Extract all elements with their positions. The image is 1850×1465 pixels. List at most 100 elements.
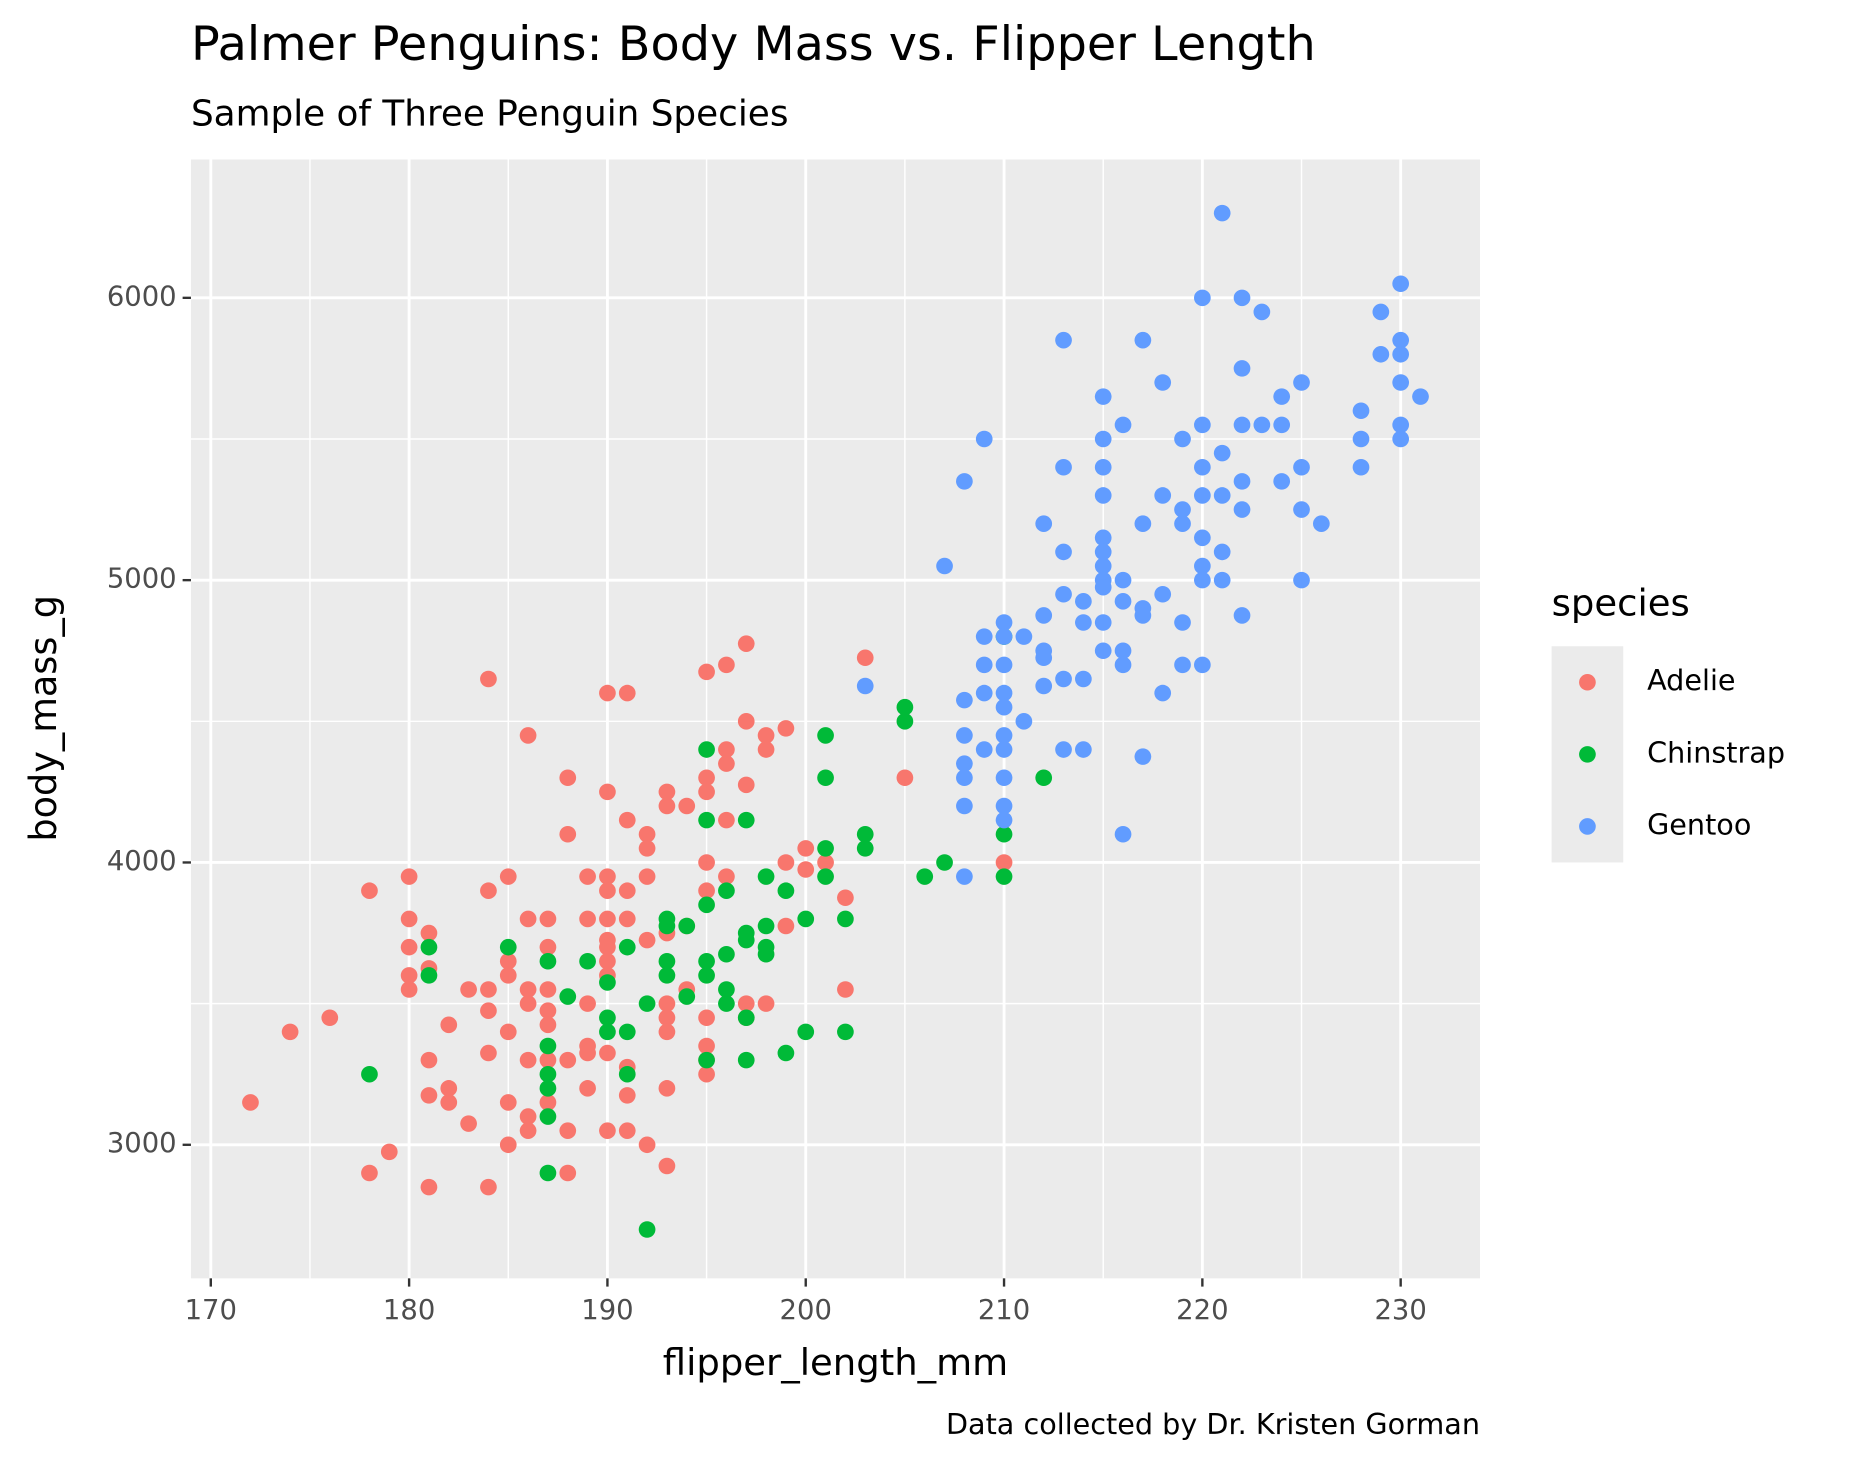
data-point bbox=[400, 967, 418, 984]
data-point bbox=[737, 931, 755, 949]
data-point bbox=[1392, 331, 1410, 349]
legend-label: Gentoo bbox=[1647, 809, 1751, 842]
data-point bbox=[1154, 684, 1172, 702]
data-point bbox=[658, 967, 676, 984]
data-point bbox=[281, 1023, 299, 1041]
caption: Data collected by Dr. Kristen Gorman bbox=[946, 1408, 1480, 1441]
data-point bbox=[1075, 614, 1092, 631]
data-point bbox=[777, 917, 795, 935]
data-point bbox=[539, 1037, 557, 1055]
data-point bbox=[757, 727, 775, 744]
data-point bbox=[995, 797, 1013, 815]
data-point bbox=[975, 741, 993, 758]
data-point bbox=[638, 1136, 656, 1154]
data-point bbox=[618, 882, 636, 899]
data-point bbox=[1293, 501, 1310, 518]
data-point bbox=[698, 769, 715, 787]
axes: 170 180 190 200 210 220 230 3000 4000 5000 6000 bbox=[107, 281, 1427, 1325]
points bbox=[242, 204, 1429, 1238]
data-point bbox=[559, 769, 577, 787]
data-point bbox=[1114, 571, 1132, 589]
data-point bbox=[499, 1094, 517, 1111]
data-point bbox=[618, 1065, 636, 1083]
data-point bbox=[1015, 713, 1033, 730]
data-point bbox=[837, 910, 854, 928]
data-point bbox=[698, 811, 715, 829]
data-point bbox=[1055, 741, 1072, 758]
data-point bbox=[1055, 585, 1072, 603]
data-point bbox=[1015, 628, 1033, 645]
data-point bbox=[658, 797, 676, 815]
data-point bbox=[618, 938, 636, 956]
data-point bbox=[539, 1094, 557, 1111]
data-point bbox=[638, 825, 656, 843]
legend-label: Chinstrap bbox=[1647, 736, 1785, 769]
data-point bbox=[1372, 346, 1390, 363]
data-point bbox=[737, 995, 755, 1012]
data-point bbox=[1392, 430, 1410, 448]
data-point bbox=[1094, 388, 1112, 405]
data-point bbox=[1114, 825, 1132, 843]
data-point bbox=[995, 656, 1013, 674]
data-point bbox=[1094, 487, 1112, 504]
data-point bbox=[1253, 416, 1271, 434]
data-point bbox=[499, 868, 517, 885]
data-point bbox=[1114, 642, 1132, 660]
data-point bbox=[936, 557, 953, 575]
data-point bbox=[539, 981, 557, 998]
data-point bbox=[1114, 593, 1132, 610]
data-point bbox=[499, 1023, 517, 1041]
data-point bbox=[539, 1016, 557, 1034]
data-point bbox=[1055, 331, 1072, 349]
data-point bbox=[777, 720, 795, 737]
data-point bbox=[440, 1016, 458, 1034]
data-point bbox=[638, 868, 656, 885]
data-point bbox=[1094, 430, 1112, 448]
data-point bbox=[856, 840, 874, 857]
data-point bbox=[480, 1044, 497, 1062]
data-point bbox=[1194, 557, 1211, 575]
data-point bbox=[321, 1009, 339, 1027]
data-point bbox=[420, 938, 438, 956]
data-point bbox=[618, 1023, 636, 1041]
data-point bbox=[519, 727, 537, 744]
data-point bbox=[638, 840, 656, 857]
data-point bbox=[837, 1023, 854, 1041]
legend-title: species bbox=[1552, 582, 1690, 625]
data-point bbox=[1094, 543, 1112, 561]
data-point bbox=[757, 868, 775, 885]
data-point bbox=[1233, 289, 1251, 307]
data-point bbox=[539, 1080, 557, 1097]
data-point bbox=[698, 1065, 715, 1083]
data-point bbox=[797, 1023, 815, 1041]
data-point bbox=[599, 974, 616, 991]
data-point bbox=[1134, 748, 1152, 765]
data-point bbox=[995, 854, 1013, 871]
y-tick-label: 6000 bbox=[107, 281, 177, 312]
data-point bbox=[1114, 416, 1132, 434]
data-point bbox=[579, 910, 596, 928]
x-axis-label: flipper_length_mm bbox=[663, 1341, 1008, 1384]
data-point bbox=[420, 924, 438, 942]
data-point bbox=[817, 840, 834, 857]
data-point bbox=[1372, 303, 1390, 321]
data-point bbox=[956, 691, 973, 709]
data-point bbox=[995, 727, 1013, 744]
data-point bbox=[658, 953, 676, 970]
legend: species Adelie Chinstrap Gentoo bbox=[1551, 582, 1785, 863]
data-point bbox=[777, 854, 795, 871]
data-point bbox=[1233, 360, 1251, 377]
data-point bbox=[499, 938, 517, 956]
data-point bbox=[1094, 614, 1112, 631]
data-point bbox=[1154, 487, 1172, 504]
data-point bbox=[1134, 515, 1152, 532]
data-point bbox=[757, 917, 775, 935]
data-point bbox=[995, 628, 1013, 645]
data-point bbox=[579, 995, 596, 1012]
data-point bbox=[638, 931, 656, 949]
data-point bbox=[698, 1037, 715, 1055]
data-point bbox=[698, 1009, 715, 1027]
data-point bbox=[599, 684, 616, 702]
data-point bbox=[1134, 331, 1152, 349]
x-tick-label: 180 bbox=[383, 1295, 435, 1326]
